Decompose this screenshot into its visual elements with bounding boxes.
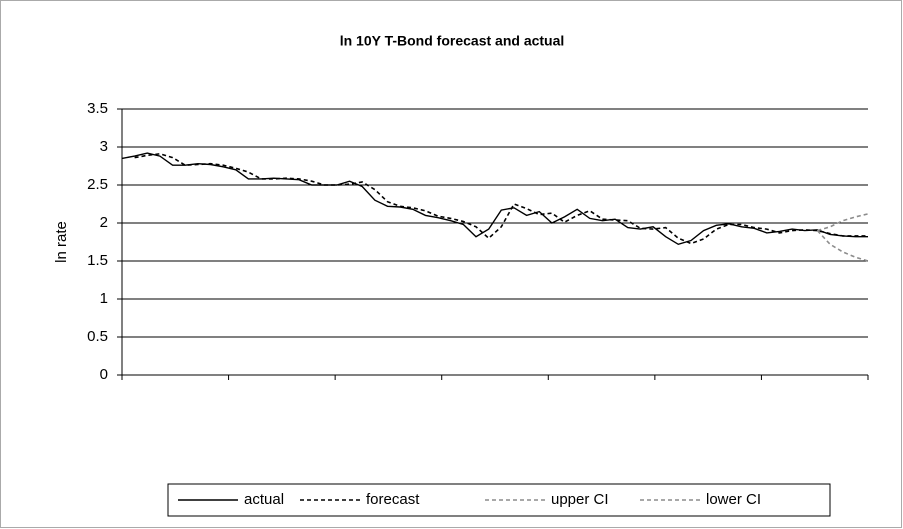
legend-label: lower CI [706, 491, 761, 508]
y-tick-label: 3.5 [87, 100, 108, 117]
y-tick-label: 2.5 [87, 176, 108, 193]
y-tick-label: 1.5 [87, 252, 108, 269]
y-tick-label: 0.5 [87, 328, 108, 345]
chart-title: ln 10Y T-Bond forecast and actual [340, 33, 565, 49]
legend-label: forecast [366, 491, 420, 508]
legend-label: actual [244, 491, 284, 508]
series-line [121, 152, 868, 246]
y-tick-label: 1 [100, 290, 108, 307]
y-tick-label: 3 [100, 138, 108, 155]
y-tick-label: 2 [100, 214, 108, 231]
y-tick-label: 0 [100, 366, 108, 383]
series-line [134, 152, 868, 245]
series-line [817, 213, 869, 232]
y-axis-label: ln rate [53, 221, 70, 263]
series-line [816, 230, 869, 262]
legend-label: upper CI [551, 491, 609, 508]
